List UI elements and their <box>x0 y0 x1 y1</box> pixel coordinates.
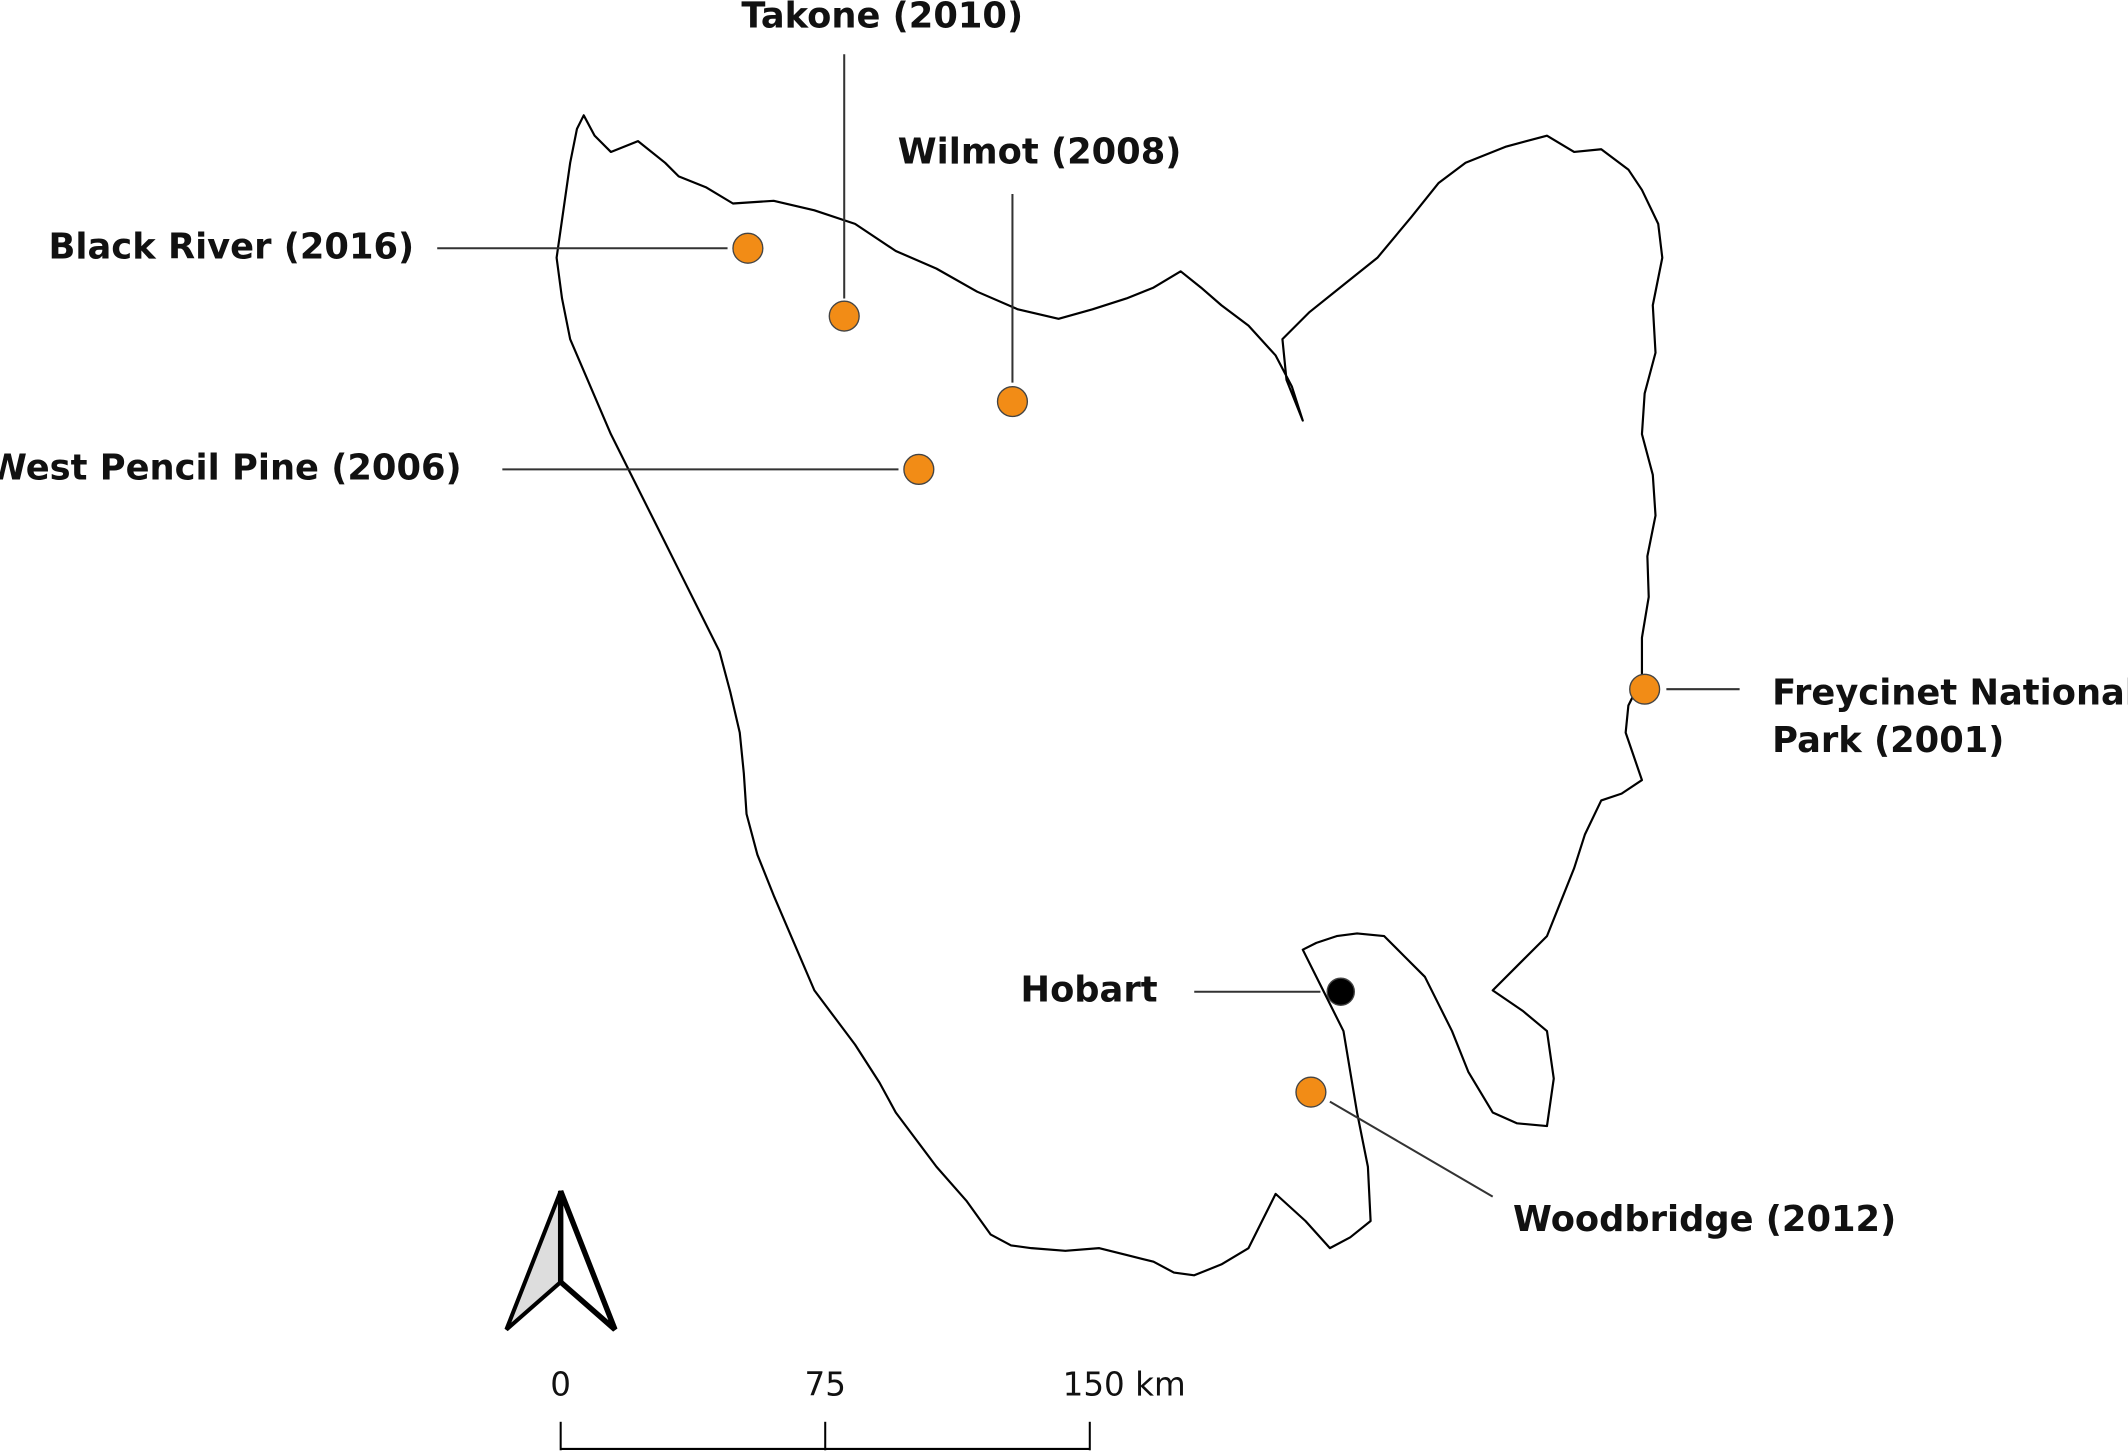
site-marker <box>732 232 764 264</box>
site-marker <box>903 453 935 486</box>
site-marker <box>1295 1076 1327 1108</box>
leader-lines <box>437 54 1740 1198</box>
site-label: Takone (2010) <box>741 0 1023 37</box>
site-label: Park (2001) <box>1772 720 2004 761</box>
north-arrow <box>504 1190 618 1332</box>
site-label: Woodbridge (2012) <box>1513 1199 1896 1240</box>
scale-bar <box>559 1421 1091 1451</box>
hobart-marker <box>1326 977 1356 1006</box>
site-label: West Pencil Pine (2006) <box>0 447 462 488</box>
site-label: Freycinet National <box>1772 673 2128 714</box>
site-marker <box>996 385 1029 418</box>
site-label: Black River (2016) <box>49 226 415 267</box>
hobart-label: Hobart <box>1021 970 1158 1011</box>
site-marker <box>1629 673 1661 705</box>
scale-label: 150 km <box>1063 1366 1186 1404</box>
site-marker <box>828 300 860 332</box>
coastline <box>555 114 1664 1277</box>
site-label: Wilmot (2008) <box>898 131 1182 172</box>
site-markers <box>732 232 1661 1108</box>
scale-label: 75 <box>805 1366 846 1404</box>
leader-line <box>1329 1100 1494 1198</box>
scale-label: 0 <box>550 1366 571 1404</box>
